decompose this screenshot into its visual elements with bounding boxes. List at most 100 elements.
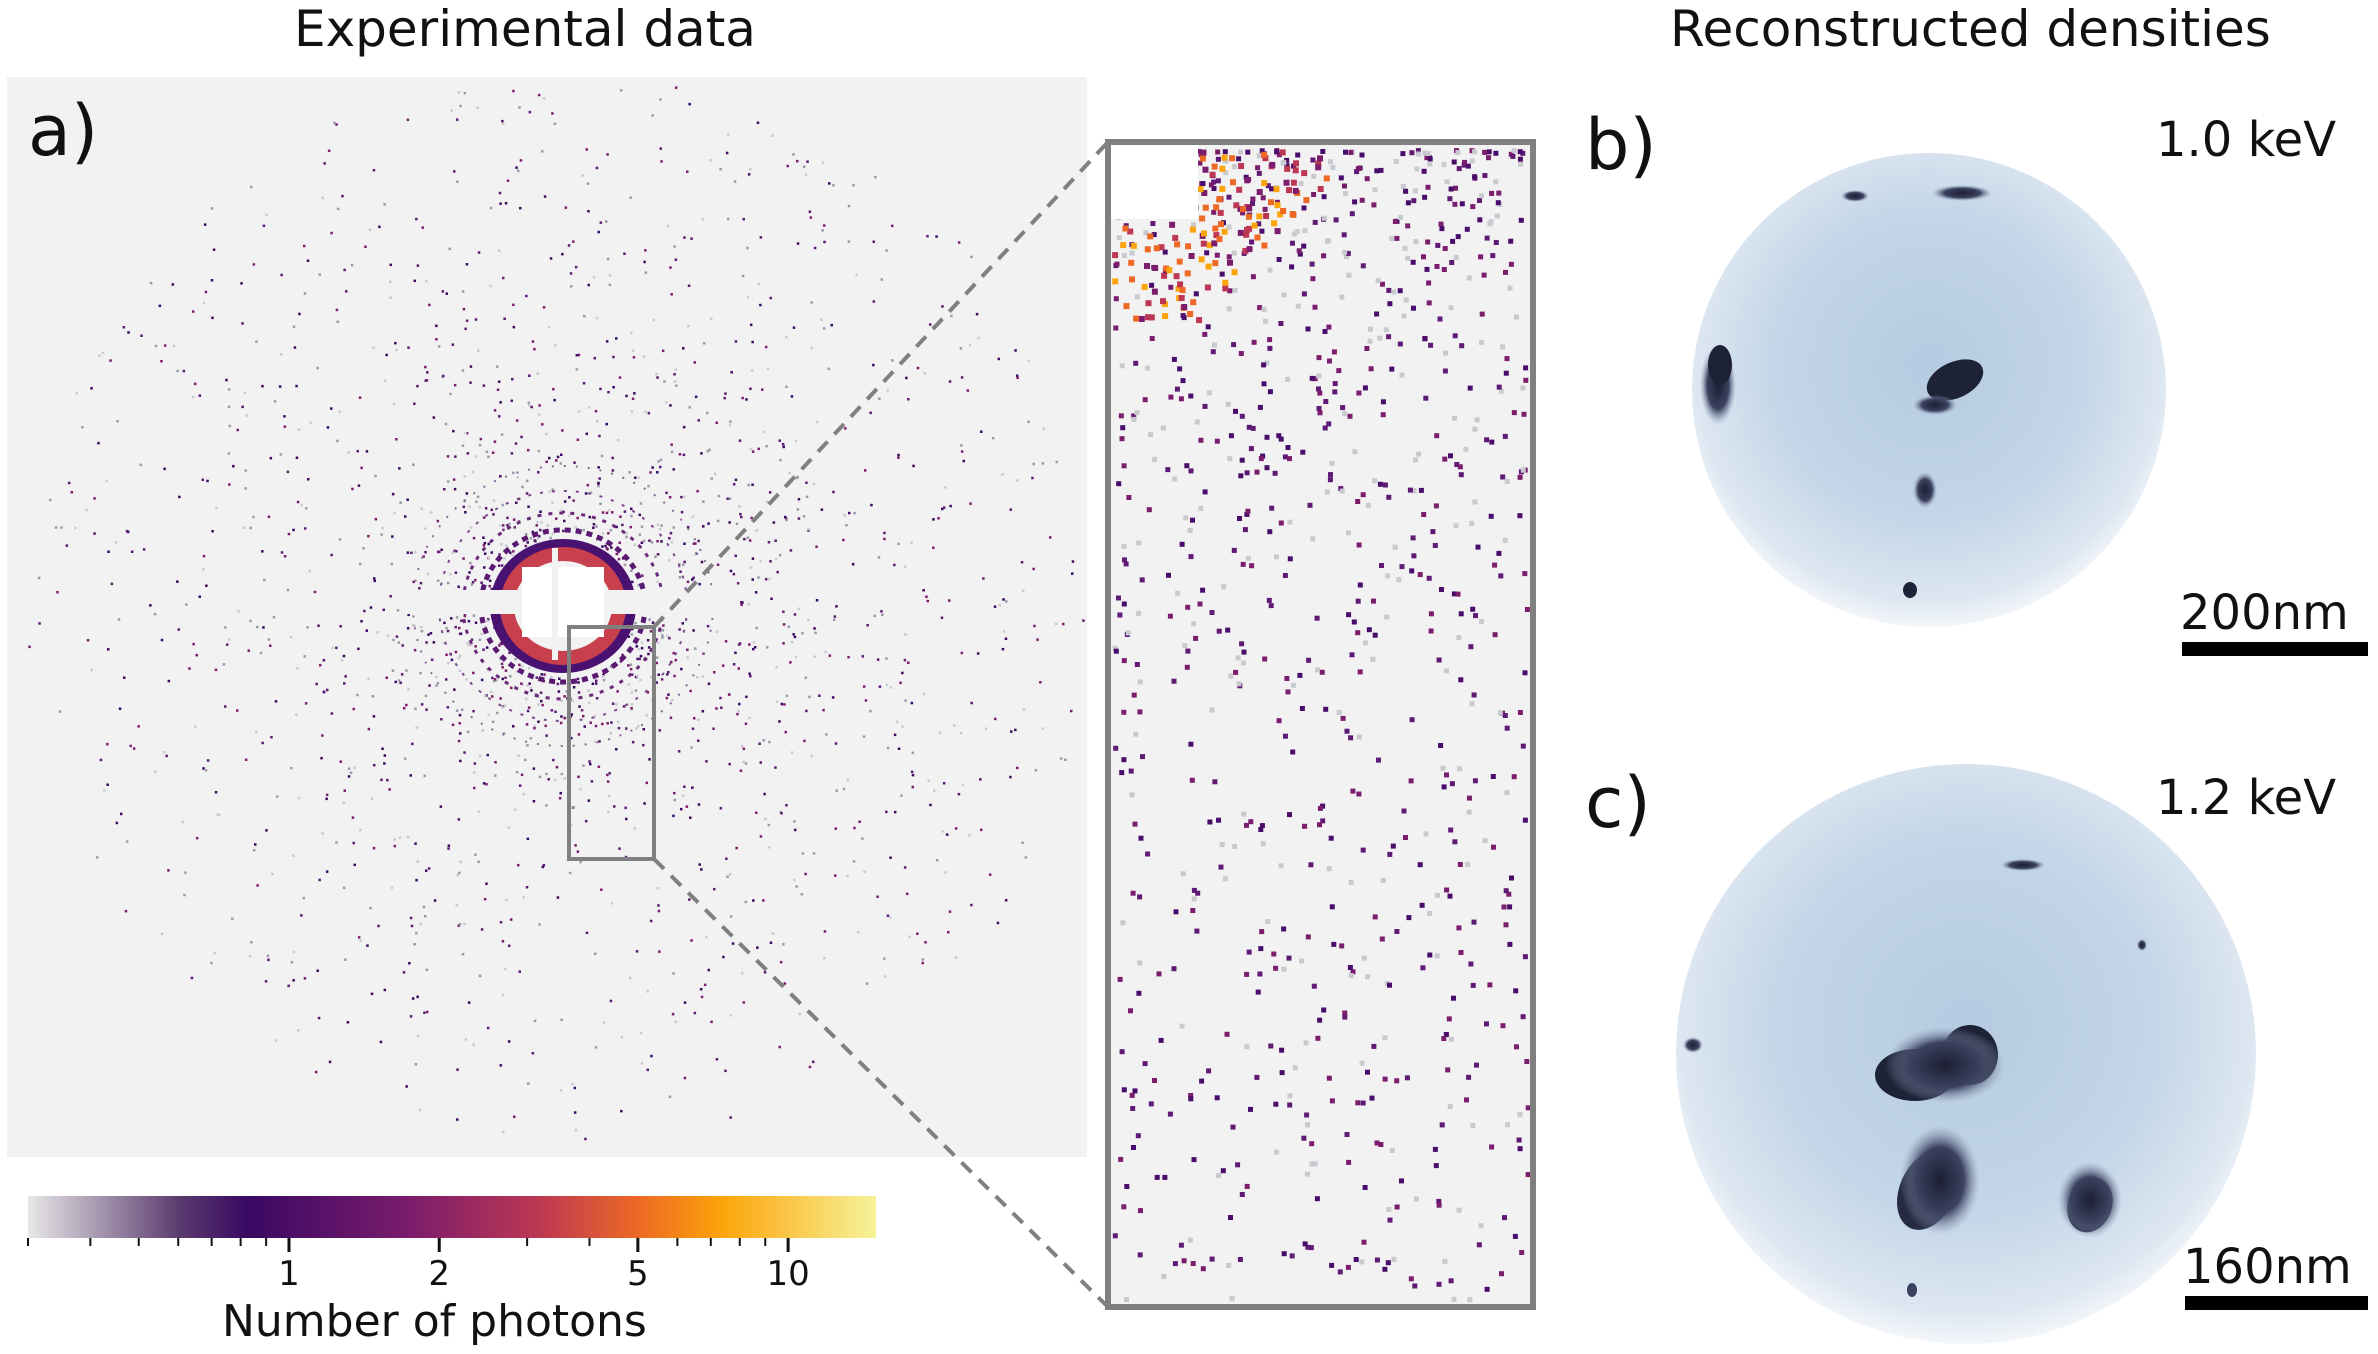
scatter-dot [742,1001,746,1004]
zoom-pixel [1302,1241,1308,1247]
scatter-dot [615,552,619,556]
scatter-dot [535,524,538,527]
scatter-dot [401,644,404,647]
scatter-dot [635,727,638,730]
scatter-dot [611,456,614,460]
zoom-pixel [1231,342,1237,348]
zoom-pixel [1452,839,1458,845]
scatter-dot [201,478,204,481]
scatter-dot [690,939,693,942]
scatter-dot [654,555,657,559]
zoom-pixel [1285,445,1291,450]
scatter-dot [656,376,659,379]
zoom-pixel [1188,393,1194,399]
scatter-dot [389,280,392,283]
scatter-dot [383,762,386,765]
scatter-dot [482,544,486,547]
scatter-dot [333,121,336,125]
zoom-pixel [1301,1135,1307,1141]
zoom-pixel [1225,627,1231,633]
zoom-pixel [1216,817,1221,823]
scatter-dot [38,622,41,625]
scatter-dot [793,613,797,616]
scatter-dot [115,821,119,825]
scatter-dot [751,483,754,486]
scatter-dot [607,390,610,394]
scatter-dot [451,343,455,346]
scatter-dot [650,541,654,544]
scatter-dot [464,1038,467,1041]
scatter-dot [584,819,588,823]
scatter-dot [530,689,533,692]
scatter-dot [869,709,872,713]
scatter-dot [325,797,328,801]
zoom-pixel [1366,627,1372,633]
zoom-hot-pixel [1301,170,1308,177]
scatter-dot [670,450,674,454]
zoom-pixel [1200,1266,1206,1272]
scatter-dot [728,521,731,524]
zoom-pixel [1317,410,1323,416]
scatter-dot [420,703,424,706]
zoom-hot-pixel [1200,240,1207,247]
zoom-hot-pixel [1221,154,1228,161]
scatter-dot [577,353,581,357]
scatter-dot [869,411,872,415]
scatter-dot [659,465,662,469]
scatter-dot [124,909,128,913]
scatter-dot [190,976,194,980]
zoom-pixel [1152,1078,1157,1083]
zoom-pixel [1426,575,1432,581]
scatter-dot [283,425,287,428]
scatter-dot [505,544,508,547]
scatter-dot [330,231,333,235]
scatter-dot [617,557,621,561]
scatter-dot [419,671,422,675]
zoom-pixel [1406,915,1412,921]
zoom-pixel [1206,1068,1212,1074]
scatter-dot [897,456,900,459]
scatter-dot [394,341,397,345]
zoom-pixel [1437,316,1443,322]
zoom-pixel [1329,904,1335,910]
scatter-dot [530,405,533,409]
zoom-pixel [1184,664,1190,670]
zoom-pixel [1291,682,1297,688]
scatter-dot [409,916,413,920]
scatter-dot [413,624,416,627]
zoom-hot-pixel [1201,230,1207,237]
scatter-dot [512,518,516,521]
scatter-dot [444,422,448,426]
zoom-pixel [1353,1257,1359,1262]
scatter-dot [537,703,540,706]
zoom-pixel [1365,1069,1370,1075]
zoom-pixel [1315,667,1320,673]
scatter-dot [611,511,614,514]
zoom-pixel [1523,377,1529,383]
scatter-dot [295,456,299,459]
scatter-dot [623,563,627,567]
scatter-dot [872,240,875,243]
zoom-pixel [1422,336,1428,342]
scatter-dot [541,865,545,869]
scatter-dot [154,770,157,773]
scatter-dot [611,469,615,472]
scatter-dot [489,579,492,582]
scatter-dot [846,778,850,781]
scatter-dot [885,249,888,252]
zoom-pixel [1382,1035,1388,1041]
scatter-dot [853,826,856,830]
zoom-pixel [1232,287,1238,293]
scatter-dot [537,471,540,474]
zoom-pixel [1425,239,1431,245]
zoom-pixel [1502,433,1508,439]
scatter-dot [227,638,231,641]
scatter-dot [262,626,265,629]
scatter-dot [606,722,609,725]
zoom-pixel [1188,1096,1194,1102]
zoom-pixel [1389,366,1395,372]
scatter-dot [205,584,208,587]
zoom-pixel [1490,253,1496,259]
zoom-hot-pixel [1289,211,1296,217]
zoom-pixel [1180,378,1186,384]
